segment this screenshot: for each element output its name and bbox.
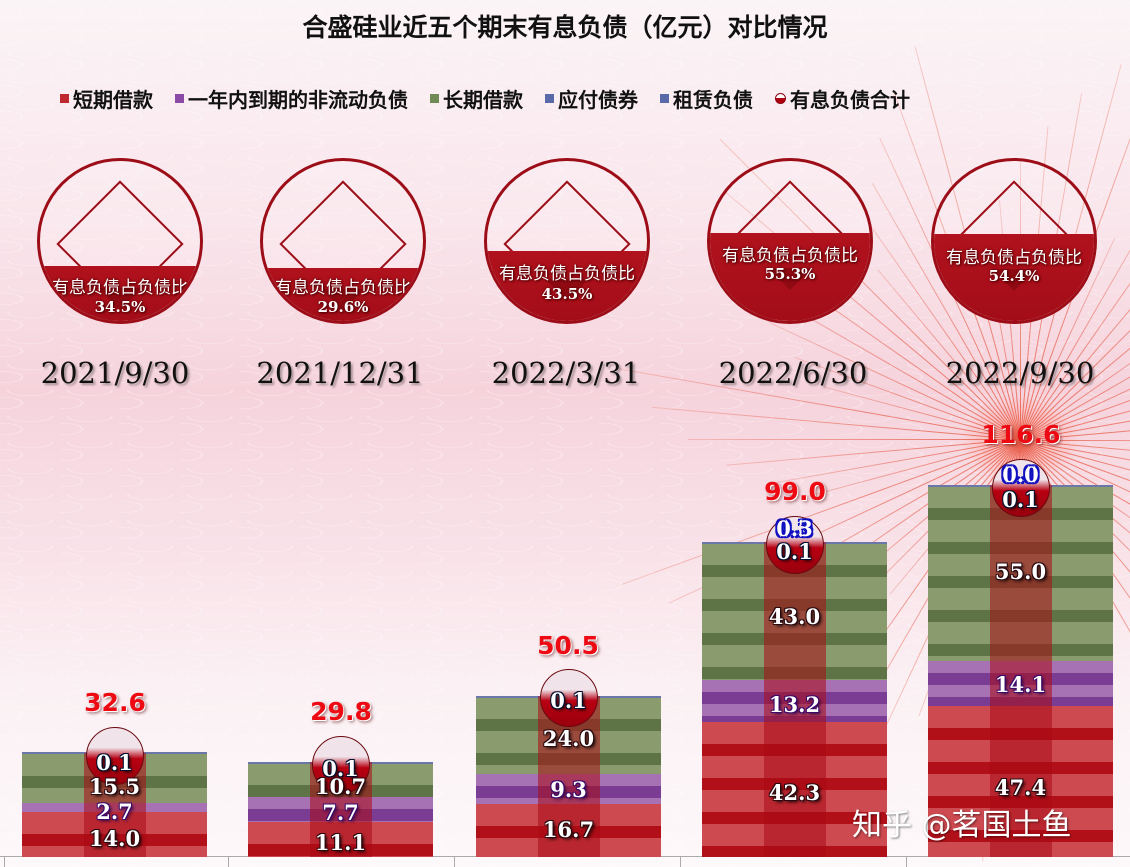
total-column bbox=[763, 542, 826, 857]
stacked-bar-2022-6-30: 0.3 0.1 43.0 13.2 42.3 bbox=[702, 516, 887, 857]
date-label: 2021/9/30 bbox=[40, 356, 190, 390]
gauge-fill bbox=[934, 233, 1094, 321]
total-value: 32.6 bbox=[84, 688, 146, 717]
total-bubble-icon bbox=[311, 736, 370, 794]
value-long-term: 10.7 bbox=[314, 774, 367, 799]
total-column bbox=[989, 485, 1052, 857]
legend-label: 有息负债合计 bbox=[790, 90, 910, 112]
gauge-label: 有息负债占负债比 bbox=[946, 248, 1082, 268]
gauge-fill bbox=[263, 268, 423, 321]
value-bonds: 0.0 bbox=[1002, 462, 1039, 487]
axis-tick bbox=[680, 857, 681, 867]
date-label: 2022/9/30 bbox=[945, 356, 1095, 390]
value-current: 2.7 bbox=[96, 799, 133, 824]
total-bubble-icon bbox=[765, 516, 824, 574]
value-current: 13.2 bbox=[768, 692, 821, 717]
ratio-gauge-4: 有息负债占负债比 55.3% bbox=[707, 158, 873, 324]
total-value: 116.6 bbox=[981, 420, 1061, 449]
value-current: 7.7 bbox=[322, 800, 359, 825]
gauge-fill bbox=[487, 251, 647, 321]
total-value: 99.0 bbox=[764, 477, 826, 506]
legend-swatch-icon bbox=[175, 94, 184, 103]
legend-swatch-icon bbox=[660, 94, 669, 103]
ratio-gauge-3: 有息负债占负债比 43.5% bbox=[484, 158, 650, 324]
legend-label: 长期借款 bbox=[443, 90, 523, 112]
value-current: 14.1 bbox=[994, 672, 1047, 697]
stacked-bar-2021-12-31: 0.1 10.7 7.7 11.1 bbox=[248, 736, 433, 857]
gauge-fill bbox=[40, 265, 200, 321]
value-short-term: 16.7 bbox=[542, 817, 595, 842]
stacked-bar-2022-3-31: 0.1 24.0 9.3 16.7 bbox=[476, 669, 661, 857]
value-current: 9.3 bbox=[550, 777, 587, 802]
legend: 短期借款 一年内到期的非流动负债 长期借款 应付债券 租赁负债 有息负债合计 bbox=[60, 84, 1090, 113]
legend-item-total: 有息负债合计 bbox=[775, 84, 910, 113]
legend-label: 一年内到期的非流动负债 bbox=[188, 90, 408, 112]
gauge-value: 54.4% bbox=[988, 267, 1040, 285]
value-long-term: 55.0 bbox=[994, 559, 1047, 584]
ratio-gauge-2: 有息负债占负债比 29.6% bbox=[260, 158, 426, 324]
axis-tick bbox=[454, 857, 455, 867]
value-bonds: 0.3 bbox=[776, 516, 813, 541]
legend-item-bonds-payable: 应付债券 bbox=[545, 84, 638, 113]
value-lease: 0.1 bbox=[776, 539, 813, 564]
value-long-term: 43.0 bbox=[768, 604, 821, 629]
legend-swatch-icon bbox=[60, 94, 69, 103]
legend-label: 应付债券 bbox=[558, 90, 638, 112]
legend-item-current-noncurrent-liabilities: 一年内到期的非流动负债 bbox=[175, 84, 408, 113]
stacked-bar-2022-9-30: 0.0 0.1 55.0 14.1 47.4 bbox=[928, 459, 1113, 857]
value-lease: 0.1 bbox=[1002, 487, 1039, 512]
value-long-term: 15.5 bbox=[88, 774, 141, 799]
axis-tick bbox=[228, 857, 229, 867]
value-short-term: 47.4 bbox=[994, 775, 1047, 800]
axis-tick bbox=[4, 857, 5, 867]
value-short-term: 11.1 bbox=[314, 830, 367, 855]
legend-item-short-term-loans: 短期借款 bbox=[60, 84, 153, 113]
legend-swatch-icon bbox=[430, 94, 439, 103]
gauge-label: 有息负债占负债比 bbox=[275, 278, 411, 298]
gauge-label: 有息负债占负债比 bbox=[499, 264, 635, 284]
gauge-value: 55.3% bbox=[764, 265, 816, 283]
ratio-gauge-5: 有息负债占负债比 54.4% bbox=[931, 158, 1097, 324]
total-value: 50.5 bbox=[537, 631, 599, 660]
value-short-term: 42.3 bbox=[768, 780, 821, 805]
total-bubble-icon bbox=[991, 459, 1050, 517]
total-bubble-icon bbox=[539, 669, 598, 727]
gauge-value: 34.5% bbox=[94, 298, 146, 316]
legend-item-long-term-loans: 长期借款 bbox=[430, 84, 523, 113]
date-label: 2021/12/31 bbox=[256, 356, 424, 390]
legend-item-lease-liabilities: 租赁负债 bbox=[660, 84, 753, 113]
watermark: 知乎 @茗国土鱼 bbox=[852, 808, 1072, 843]
legend-swatch-icon bbox=[545, 94, 554, 103]
value-lease: 0.1 bbox=[550, 688, 587, 713]
legend-label: 短期借款 bbox=[73, 90, 153, 112]
ratio-gauge-1: 有息负债占负债比 34.5% bbox=[37, 158, 203, 324]
gauge-value: 29.6% bbox=[317, 298, 369, 316]
gauge-fill bbox=[710, 232, 870, 321]
legend-circle-icon bbox=[775, 93, 786, 104]
chart-title: 合盛硅业近五个期末有息负债（亿元）对比情况 bbox=[302, 14, 828, 42]
legend-label: 租赁负债 bbox=[673, 90, 753, 112]
stacked-bar-2021-9-30: 0.1 15.5 2.7 14.0 bbox=[22, 727, 207, 857]
date-label: 2022/3/31 bbox=[491, 356, 641, 390]
gauge-label: 有息负债占负债比 bbox=[722, 246, 858, 266]
date-label: 2022/6/30 bbox=[718, 356, 868, 390]
value-long-term: 24.0 bbox=[542, 726, 595, 751]
gauge-label: 有息负债占负债比 bbox=[52, 278, 188, 298]
gauge-value: 43.5% bbox=[541, 285, 593, 303]
total-bubble-icon bbox=[85, 727, 144, 785]
value-lease: 0.1 bbox=[96, 750, 133, 775]
total-value: 29.8 bbox=[310, 697, 372, 726]
value-lease: 0.1 bbox=[322, 756, 359, 781]
value-short-term: 14.0 bbox=[88, 826, 141, 851]
axis-tick bbox=[906, 857, 907, 867]
